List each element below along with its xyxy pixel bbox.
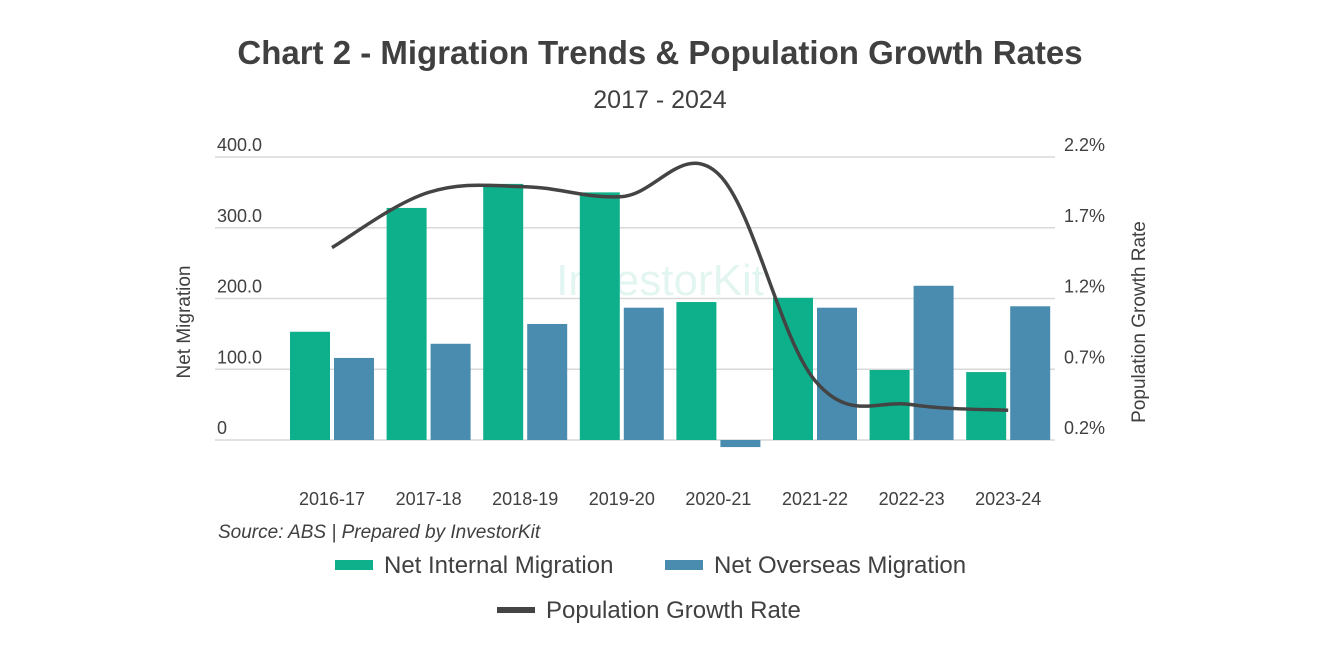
legend-label: Net Overseas Migration <box>714 552 966 579</box>
x-tick-label: 2021-22 <box>782 489 848 509</box>
chart-subtitle: 2017 - 2024 <box>593 86 727 114</box>
y-tick-label: 300.0 <box>217 206 262 226</box>
y-right-tick-label: 1.2% <box>1064 277 1105 297</box>
y-right-tick-label: 2.2% <box>1064 135 1105 155</box>
y-right-tick-label: 0.2% <box>1064 418 1105 438</box>
y-right-tick-label: 0.7% <box>1064 347 1105 367</box>
bar-net-internal-migration <box>483 183 524 440</box>
legend-label: Population Growth Rate <box>546 597 801 624</box>
legend-label: Net Internal Migration <box>384 552 613 579</box>
y-tick-label: 0 <box>217 418 227 438</box>
y-axis-label: Net Migration <box>174 266 195 379</box>
line-population-growth-rate <box>331 161 1009 413</box>
bar-net-overseas-migration <box>720 440 761 448</box>
bar-net-overseas-migration <box>817 307 857 440</box>
bar-net-internal-migration <box>676 302 717 440</box>
x-tick-label: 2020-21 <box>685 489 751 509</box>
bar-net-overseas-migration <box>334 357 374 440</box>
x-tick-label: 2018-19 <box>492 489 558 509</box>
x-tick-label: 2022-23 <box>879 489 945 509</box>
bar-net-overseas-migration <box>913 285 954 440</box>
y-axis-right-label: Population Growth Rate <box>1129 221 1150 423</box>
bar-net-internal-migration <box>386 207 427 440</box>
x-tick-label: 2017-18 <box>396 489 462 509</box>
source-note: Source: ABS | Prepared by InvestorKit <box>218 522 541 543</box>
y-tick-label: 100.0 <box>217 347 262 367</box>
bar-net-overseas-migration <box>527 323 568 440</box>
legend-line-swatch <box>497 607 535 613</box>
legend-swatch <box>665 560 703 570</box>
y-tick-label: 200.0 <box>217 277 262 297</box>
bar-net-overseas-migration <box>1010 306 1051 440</box>
y-tick-label: 400.0 <box>217 135 262 155</box>
bar-net-internal-migration <box>579 192 620 440</box>
bar-net-overseas-migration <box>430 343 471 440</box>
y-right-tick-label: 1.7% <box>1064 206 1105 226</box>
x-tick-label: 2023-24 <box>975 489 1041 509</box>
bar-net-internal-migration <box>290 331 330 440</box>
chart-title: Chart 2 - Migration Trends & Population … <box>237 34 1082 71</box>
x-tick-label: 2016-17 <box>299 489 365 509</box>
bar-net-internal-migration <box>966 372 1007 440</box>
bar-net-overseas-migration <box>623 307 664 440</box>
x-tick-label: 2019-20 <box>589 489 655 509</box>
legend-swatch <box>335 560 373 570</box>
